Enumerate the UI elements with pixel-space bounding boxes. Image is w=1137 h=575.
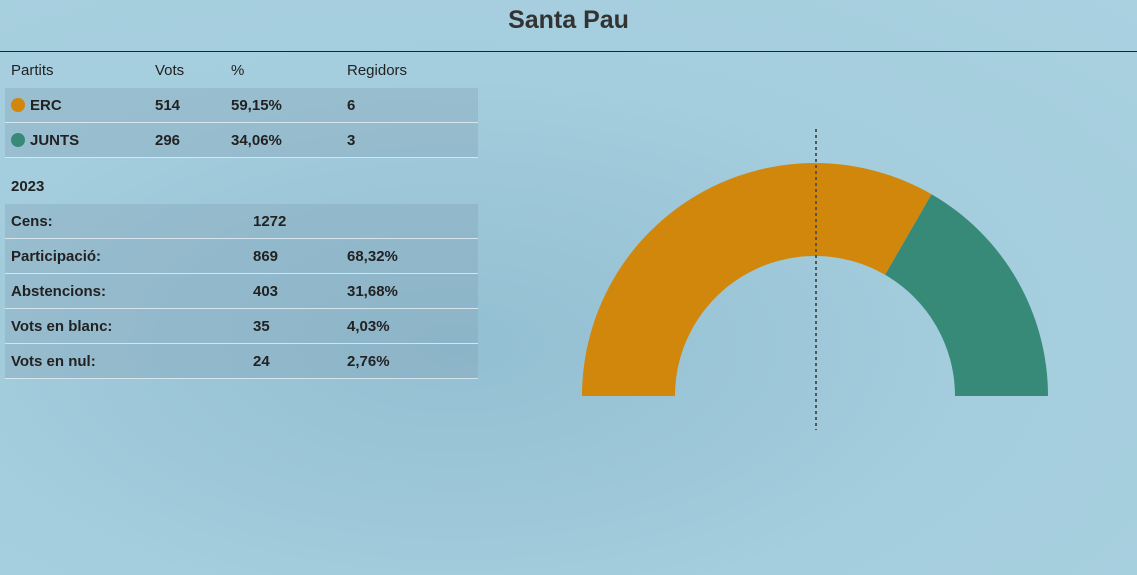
summary-value: 1272 — [253, 213, 287, 230]
summary-percent: 68,32% — [347, 248, 398, 265]
party-votes: 296 — [155, 132, 181, 149]
party-name: ERC — [30, 97, 62, 114]
seat-arc — [582, 163, 932, 396]
column-header: Partits — [11, 62, 54, 79]
summary-percent: 4,03% — [347, 318, 390, 335]
column-header: Regidors — [347, 62, 408, 79]
summary-label: Cens: — [11, 213, 53, 230]
column-header: % — [231, 62, 245, 79]
summary-label: Vots en nul: — [11, 353, 96, 370]
party-percent: 34,06% — [231, 132, 282, 149]
title: Santa Pau — [508, 6, 629, 34]
summary-value: 869 — [253, 248, 279, 265]
party-dot — [11, 98, 25, 112]
summary-label: Abstencions: — [11, 283, 107, 300]
summary-value: 24 — [253, 353, 270, 370]
party-row — [5, 88, 478, 123]
party-name: JUNTS — [30, 132, 80, 149]
summary-row — [5, 344, 478, 379]
summary-percent: 2,76% — [347, 353, 390, 370]
summary-label: Participació: — [11, 248, 102, 265]
summary-row — [5, 239, 478, 274]
summary-row — [5, 204, 478, 239]
column-header: Vots — [155, 62, 185, 79]
party-seats: 3 — [347, 132, 356, 149]
summary-percent: 31,68% — [347, 283, 398, 300]
title-rule — [0, 51, 1137, 52]
summary-value: 35 — [253, 318, 270, 335]
party-votes: 514 — [155, 97, 181, 114]
summary-year: 2023 — [11, 178, 45, 195]
summary-row — [5, 309, 478, 344]
party-percent: 59,15% — [231, 97, 282, 114]
summary-label: Vots en blanc: — [11, 318, 113, 335]
summary-row — [5, 274, 478, 309]
seat-arc — [885, 194, 1048, 396]
party-dot — [11, 133, 25, 147]
party-row — [5, 123, 478, 158]
summary-value: 403 — [253, 283, 279, 300]
party-seats: 6 — [347, 97, 356, 114]
